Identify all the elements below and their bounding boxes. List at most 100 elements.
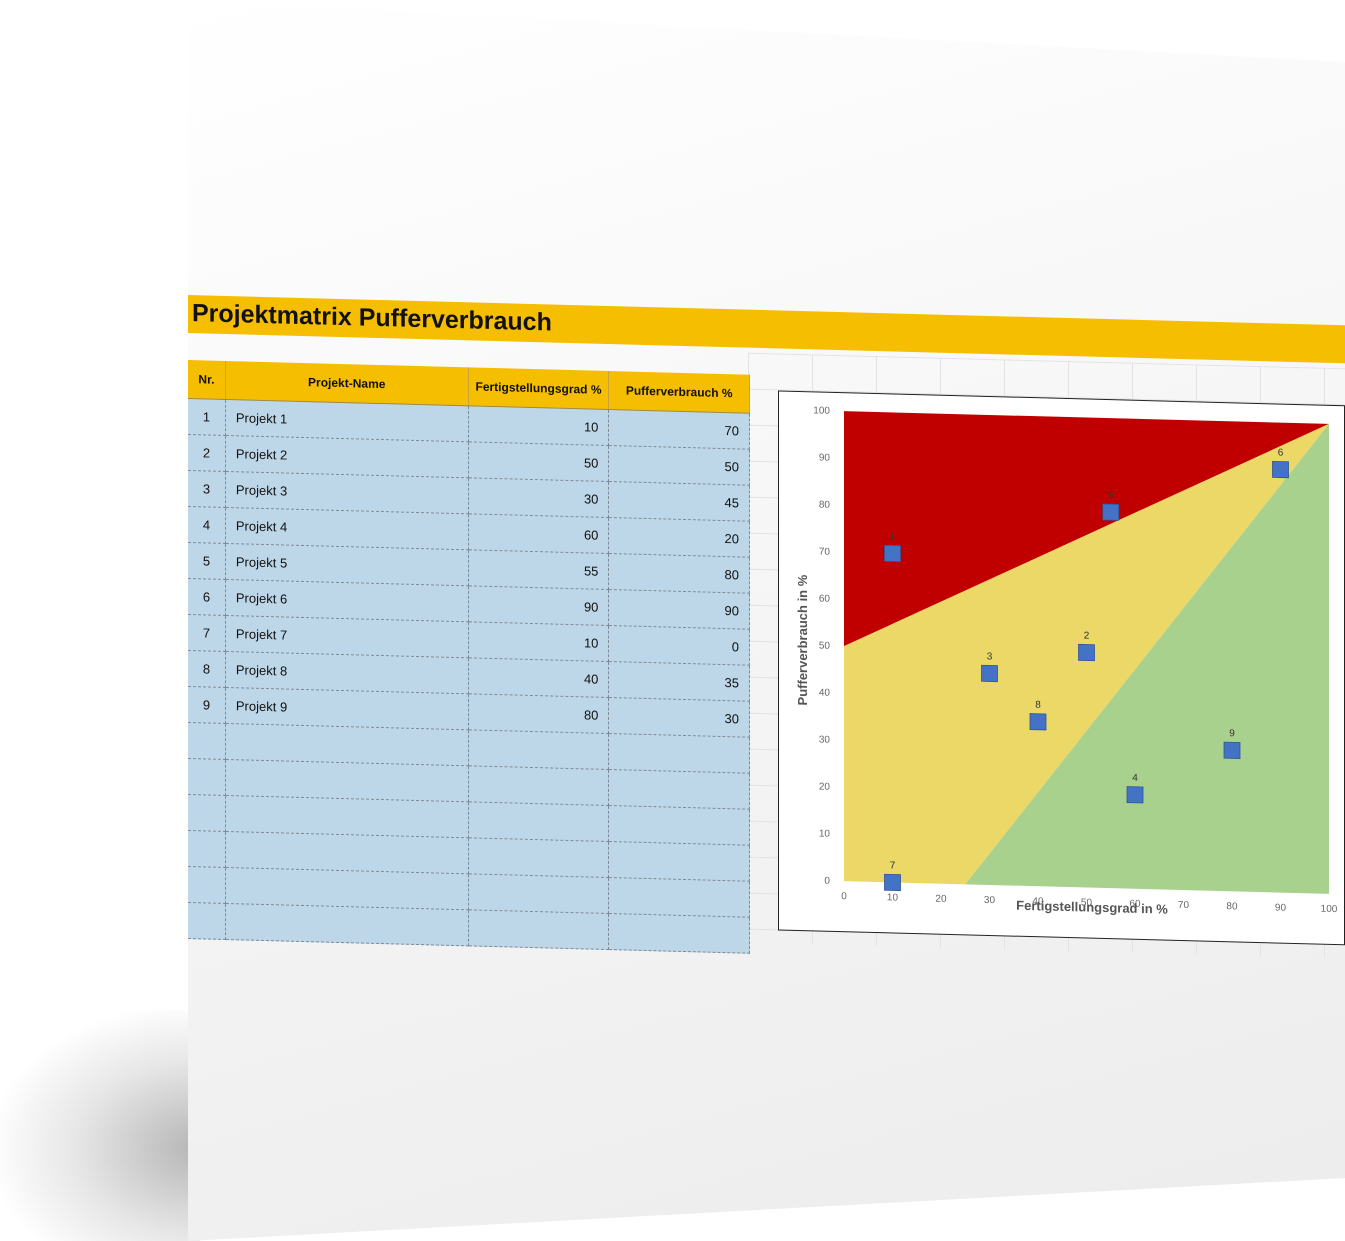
page-shadow <box>0 1010 200 1241</box>
data-point-label: 2 <box>1084 630 1090 641</box>
data-point-label: 5 <box>1108 490 1114 501</box>
cell-empty[interactable] <box>468 837 609 878</box>
y-tick-label: 20 <box>819 782 831 793</box>
data-point[interactable] <box>884 544 901 563</box>
page-title: Projektmatrix Pufferverbrauch <box>192 299 552 337</box>
x-tick-label: 70 <box>1178 900 1190 911</box>
spreadsheet-content: Projektmatrix Pufferverbrauch Nr. Projek… <box>188 290 1345 1000</box>
data-point[interactable] <box>1029 713 1047 731</box>
cell-empty[interactable] <box>608 877 750 918</box>
cell-fertig[interactable]: 40 <box>468 657 609 698</box>
x-axis-ticks: 0 10 20 30 40 50 60 70 80 90 100 <box>841 891 1338 915</box>
cell-empty[interactable] <box>188 758 226 796</box>
y-tick-label: 60 <box>819 594 831 605</box>
cell-empty[interactable] <box>188 866 226 904</box>
cell-nr[interactable]: 4 <box>188 506 226 544</box>
cell-empty[interactable] <box>225 903 469 946</box>
cell-fertig[interactable]: 80 <box>468 693 609 734</box>
data-point[interactable] <box>1272 460 1289 479</box>
data-point-label: 7 <box>890 860 896 871</box>
cell-fertig[interactable]: 10 <box>468 405 609 446</box>
cell-empty[interactable] <box>188 722 226 760</box>
cell-nr[interactable]: 3 <box>188 470 226 508</box>
cell-puffer[interactable]: 70 <box>608 409 750 450</box>
x-tick-label: 0 <box>841 891 847 902</box>
cell-puffer[interactable]: 45 <box>608 481 750 522</box>
cell-nr[interactable]: 8 <box>188 650 226 688</box>
y-tick-label: 80 <box>819 500 831 511</box>
y-tick-label: 0 <box>824 876 830 887</box>
scatter-chart[interactable]: 0 10 20 30 40 50 60 70 80 90 100 0 10 20 30 40 50 60 70 80… <box>778 390 1345 946</box>
x-tick-label: 40 <box>1032 896 1044 907</box>
y-tick-label: 70 <box>819 547 831 558</box>
data-point[interactable] <box>1126 786 1144 804</box>
cell-empty[interactable] <box>608 733 750 774</box>
y-axis-label: Pufferverbrauch in % <box>795 574 810 706</box>
cell-empty[interactable] <box>468 765 609 806</box>
y-axis-ticks: 0 10 20 30 40 50 60 70 80 90 100 <box>813 405 830 886</box>
x-tick-label: 100 <box>1321 904 1338 915</box>
cell-empty[interactable] <box>468 729 609 770</box>
cell-fertig[interactable]: 50 <box>468 441 609 482</box>
cell-puffer[interactable]: 80 <box>608 553 750 594</box>
cell-nr[interactable]: 7 <box>188 614 226 652</box>
x-axis-label: Fertigstellungsgrad in % <box>1016 898 1168 917</box>
cell-nr[interactable]: 1 <box>188 398 226 436</box>
cell-empty[interactable] <box>188 830 226 868</box>
cell-nr[interactable]: 9 <box>188 686 226 724</box>
header-nr[interactable]: Nr. <box>188 360 226 400</box>
data-point-label: 4 <box>1132 773 1138 784</box>
cell-nr[interactable]: 5 <box>188 542 226 580</box>
x-tick-label: 20 <box>935 894 947 905</box>
cell-fertig[interactable]: 90 <box>468 585 609 626</box>
y-tick-label: 50 <box>819 641 831 652</box>
cell-empty[interactable] <box>188 902 226 940</box>
cell-puffer[interactable]: 35 <box>608 661 750 702</box>
header-pufferverbrauch[interactable]: Pufferverbrauch % <box>608 371 750 414</box>
cell-empty[interactable] <box>608 841 750 882</box>
data-point[interactable] <box>981 664 998 683</box>
header-projekt-name[interactable]: Projekt-Name <box>225 360 469 406</box>
data-point[interactable] <box>884 873 901 892</box>
project-table: Nr. Projekt-Name Fertigstellungsgrad % P… <box>188 360 750 954</box>
chart-points: 1 2 3 4 5 6 7 8 9 <box>884 448 1289 892</box>
cell-fertig[interactable]: 55 <box>468 549 609 590</box>
zone-0 <box>844 411 1329 647</box>
cell-puffer[interactable]: 0 <box>608 625 750 666</box>
cell-empty[interactable] <box>468 801 609 842</box>
x-tick-label: 60 <box>1129 899 1141 910</box>
y-tick-label: 10 <box>819 829 831 840</box>
cell-puffer[interactable]: 20 <box>608 517 750 558</box>
cell-nr[interactable]: 2 <box>188 434 226 472</box>
cell-empty[interactable] <box>468 873 609 914</box>
x-tick-label: 10 <box>887 892 899 903</box>
header-fertigstellungsgrad[interactable]: Fertigstellungsgrad % <box>468 367 609 410</box>
data-point[interactable] <box>1223 741 1241 759</box>
cell-puffer[interactable]: 90 <box>608 589 750 630</box>
x-tick-label: 50 <box>1081 897 1093 908</box>
y-tick-label: 100 <box>813 405 830 416</box>
cell-empty[interactable] <box>468 909 609 950</box>
y-tick-label: 30 <box>819 735 831 746</box>
cell-empty[interactable] <box>608 805 750 846</box>
cell-puffer[interactable]: 30 <box>608 697 750 738</box>
data-point-label: 8 <box>1035 700 1041 711</box>
cell-empty[interactable] <box>188 794 226 832</box>
data-point-label: 9 <box>1229 728 1235 739</box>
cell-empty[interactable] <box>608 769 750 810</box>
cell-fertig[interactable]: 10 <box>468 621 609 662</box>
x-tick-label: 30 <box>984 895 996 906</box>
data-point[interactable] <box>1102 503 1120 521</box>
data-point[interactable] <box>1078 643 1095 662</box>
chart-svg: 0 10 20 30 40 50 60 70 80 90 100 01020304050607080… <box>795 405 1338 917</box>
cell-fertig[interactable]: 30 <box>468 477 609 518</box>
cell-empty[interactable] <box>608 913 750 954</box>
data-point-label: 1 <box>890 531 896 542</box>
zone-2 <box>965 423 1329 894</box>
cell-puffer[interactable]: 50 <box>608 445 750 486</box>
x-tick-label: 80 <box>1226 901 1238 912</box>
x-tick-label: 90 <box>1275 902 1287 913</box>
y-tick-label: 90 <box>819 453 831 464</box>
cell-fertig[interactable]: 60 <box>468 513 609 554</box>
cell-nr[interactable]: 6 <box>188 578 226 616</box>
